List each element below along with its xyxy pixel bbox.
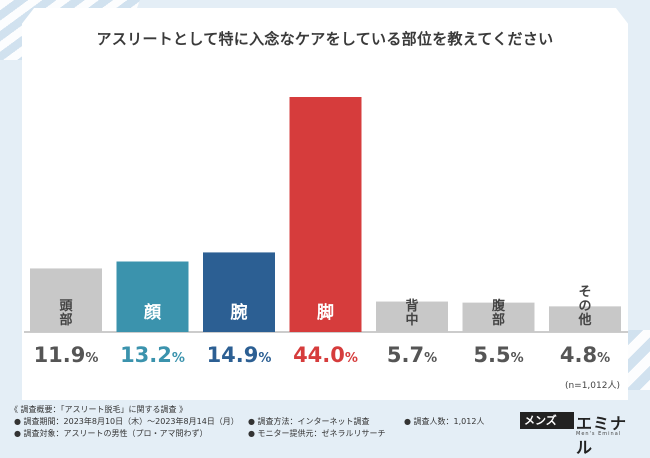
value-label-6: 4.8% <box>560 343 610 367</box>
survey-overview: 《 調査概要：「アスリート脱毛」に関する調査 》 <box>10 405 188 414</box>
chart-title: アスリートとして特に入念なケアをしている部位を教えてください <box>96 30 554 48</box>
bar-chart: 頭部 11.9% 顔 13.2% 腕 14.9% 脚 44.0% 背中 5.7% 腹部 5.5% その他… <box>24 97 628 367</box>
value-label-1: 13.2% <box>120 343 185 367</box>
survey-target: ● 調査対象：アスリートの男性（プロ・アマ問わず） <box>14 429 208 438</box>
brand-logo: メンズ エミナル Men's Eminal <box>520 412 638 457</box>
survey-footer: 《 調査概要：「アスリート脱毛」に関する調査 》 ● 調査期間：2023年8月1… <box>0 404 650 450</box>
bar-3 <box>289 97 362 332</box>
bar-5 <box>462 302 535 332</box>
survey-method: ● 調査方法：インターネット調査 <box>248 417 370 426</box>
category-label-4: 背中 <box>405 298 418 328</box>
category-label-1: 顔 <box>143 302 162 323</box>
logo-subtitle: Men's Eminal <box>576 431 622 437</box>
survey-monitor: ● モニター提供元：ゼネラルリサーチ <box>248 429 386 438</box>
value-label-3: 44.0% <box>293 343 358 367</box>
value-label-0: 11.9% <box>34 343 99 367</box>
value-label-4: 5.7% <box>387 343 437 367</box>
value-label-2: 14.9% <box>207 343 272 367</box>
bar-2 <box>203 252 275 332</box>
category-label-2: 腕 <box>231 302 248 323</box>
survey-count: ● 調査人数：1,012人 <box>404 417 485 426</box>
value-label-5: 5.5% <box>473 343 523 367</box>
category-label-6: その他 <box>577 285 591 328</box>
bar-0 <box>30 268 102 332</box>
bar-4 <box>376 301 448 332</box>
category-label-5: 腹部 <box>492 298 506 328</box>
category-label-3: 脚 <box>317 302 334 323</box>
category-label-0: 頭部 <box>59 299 73 328</box>
bar-6 <box>549 306 621 332</box>
survey-period: ● 調査期間：2023年8月10日（木）～2023年8月14日（月） <box>14 417 239 426</box>
bar-1 <box>116 261 189 332</box>
sample-size-note: (n=1,012人) <box>564 381 620 391</box>
logo-box-text: メンズ <box>520 412 574 429</box>
